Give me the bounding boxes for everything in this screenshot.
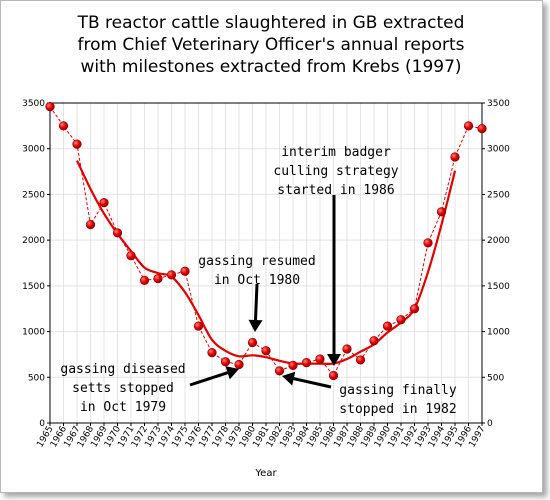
arrow-head xyxy=(282,371,296,386)
arrow-shaft xyxy=(254,283,259,321)
data-point xyxy=(180,266,190,276)
data-point xyxy=(112,228,123,238)
data-point xyxy=(85,220,96,230)
data-point xyxy=(355,355,366,365)
chart-frame: TB reactor cattle slaughtered in GB extr… xyxy=(0,0,543,493)
annotation-text: gassing finally xyxy=(339,383,457,398)
data-point xyxy=(396,315,406,325)
y-tick-label-right: 2000 xyxy=(487,236,510,246)
arrow-gassing-stopped-1982 xyxy=(282,371,332,389)
y-tick-label-left: 3000 xyxy=(22,145,45,155)
data-point xyxy=(58,121,69,131)
data-point xyxy=(72,139,82,149)
annotation-text: interim badger xyxy=(281,145,391,160)
y-tick-label-left: 1500 xyxy=(22,282,45,292)
series-smoothed-line xyxy=(76,160,457,366)
data-point xyxy=(342,344,352,354)
arrow-head xyxy=(327,354,341,366)
y-tick-label-right: 1500 xyxy=(487,282,510,292)
y-tick-label-right: 0 xyxy=(487,419,493,429)
y-tick-label-left: 1000 xyxy=(22,328,45,338)
chart-title-line: with milestones extracted from Krebs (19… xyxy=(80,57,461,77)
arrow-shaft xyxy=(189,371,229,387)
data-point xyxy=(261,346,271,356)
data-point xyxy=(288,360,298,371)
arrow-shaft xyxy=(293,377,332,389)
data-point xyxy=(247,337,258,348)
arrow-head xyxy=(225,366,239,380)
arrow-head xyxy=(248,319,263,332)
annotation-text: in Oct 1979 xyxy=(80,400,166,415)
y-tick-label-left: 2500 xyxy=(22,190,45,200)
data-point xyxy=(234,359,244,370)
data-point xyxy=(126,251,136,261)
annotation-text: stopped in 1982 xyxy=(339,402,456,417)
data-point xyxy=(369,336,379,346)
y-tick-label-left: 0 xyxy=(39,419,45,429)
data-point xyxy=(463,121,474,131)
data-point xyxy=(409,304,420,314)
data-point xyxy=(220,357,231,367)
arrow-badger-culling xyxy=(327,195,341,366)
data-point xyxy=(153,273,163,284)
y-tick-label-right: 500 xyxy=(487,373,504,383)
arrow-gassing-resumed xyxy=(248,283,263,332)
chart: TB reactor cattle slaughtered in GB extr… xyxy=(22,13,510,479)
y-tick-label-right: 2500 xyxy=(487,190,510,200)
data-point xyxy=(99,198,109,208)
annotation-text: started in 1986 xyxy=(277,183,394,198)
data-point xyxy=(193,321,204,331)
annotation-text: gassing diseased xyxy=(60,362,185,377)
data-point xyxy=(477,123,487,134)
arrow-gassing-stopped-1979 xyxy=(189,366,239,387)
data-point xyxy=(382,321,393,331)
data-point xyxy=(45,102,55,112)
y-tick-label-left: 3500 xyxy=(22,99,45,109)
annotation-text: gassing resumed xyxy=(198,254,315,269)
y-tick-label-right: 3000 xyxy=(487,145,510,155)
data-point xyxy=(166,270,177,280)
annotation-text: in Oct 1980 xyxy=(214,273,300,288)
annotation-text: culling strategy xyxy=(273,164,398,179)
y-tick-label-left: 2000 xyxy=(22,236,45,246)
x-axis-label: Year xyxy=(254,468,277,479)
y-tick-label-left: 500 xyxy=(28,373,45,383)
data-point xyxy=(423,238,433,248)
annotation-text: setts stopped xyxy=(72,381,174,396)
data-point xyxy=(328,370,339,381)
data-point xyxy=(315,354,325,364)
data-point xyxy=(207,348,217,358)
data-point xyxy=(436,207,447,217)
y-tick-label-right: 3500 xyxy=(487,99,510,109)
data-point xyxy=(450,152,460,162)
y-tick-label-right: 1000 xyxy=(487,328,510,338)
data-point xyxy=(301,358,312,368)
data-point xyxy=(139,275,150,285)
chart-title-line: TB reactor cattle slaughtered in GB extr… xyxy=(77,13,465,33)
chart-title-line: from Chief Veterinary Officer's annual r… xyxy=(77,35,464,55)
data-point xyxy=(274,366,285,376)
